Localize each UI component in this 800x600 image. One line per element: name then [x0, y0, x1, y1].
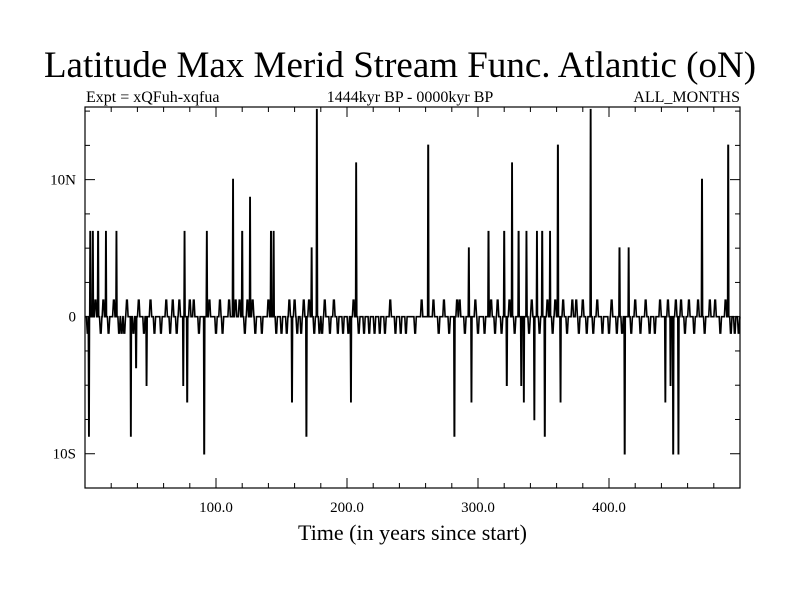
- x-axis-label: Time (in years since start): [298, 520, 527, 545]
- x-tick-label: 300.0: [461, 500, 495, 516]
- y-tick-label: 10N: [50, 173, 76, 189]
- chart-title: Latitude Max Merid Stream Func. Atlantic…: [43, 45, 757, 86]
- tick-labels: 100.0 200.0 300.0 400.0 10S 0 10N: [50, 173, 626, 516]
- axis-ticks: [85, 107, 740, 488]
- x-tick-label: 100.0: [199, 500, 233, 516]
- time-range-label: 1444kyr BP - 0000kyr BP: [326, 89, 494, 106]
- plot-frame: [84, 106, 741, 489]
- series-line: [85, 108, 741, 455]
- y-tick-label: 10S: [53, 447, 76, 463]
- y-tick-label: 0: [69, 310, 77, 326]
- x-tick-label: 400.0: [592, 500, 626, 516]
- x-tick-label: 200.0: [330, 500, 364, 516]
- experiment-label: Expt = xQFuh-xqfua: [86, 89, 220, 106]
- months-label: ALL_MONTHS: [633, 89, 740, 106]
